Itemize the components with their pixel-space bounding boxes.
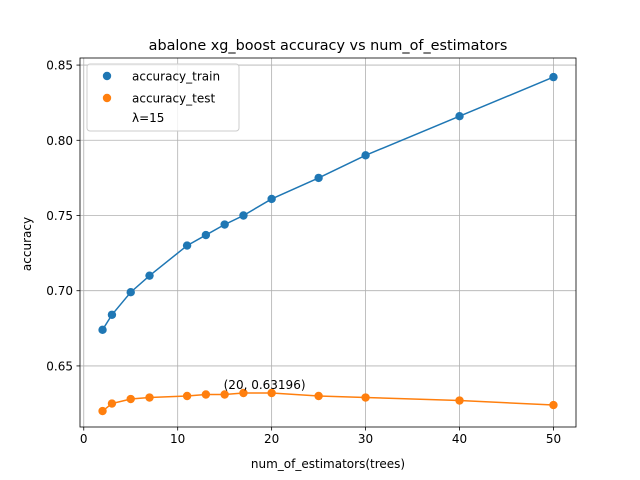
data-point-0 bbox=[98, 325, 107, 335]
data-point-0 bbox=[549, 72, 558, 82]
data-point-1 bbox=[201, 390, 211, 399]
x-tick-label: 20 bbox=[264, 432, 279, 446]
plot-area: (20, 0.63196) 0 10 20 30 40 50 0.65 0.70 0.75 0.80… bbox=[46, 57, 577, 446]
data-point-0 bbox=[201, 230, 211, 240]
data-point-1 bbox=[182, 391, 192, 401]
x-tick-label: 0 bbox=[80, 432, 88, 446]
x-axis-label: num_of_estimators(trees) bbox=[251, 457, 405, 471]
legend-box bbox=[86, 63, 240, 132]
data-point-1 bbox=[107, 399, 117, 408]
data-point-0 bbox=[267, 194, 276, 204]
legend-label-0: accuracy_train bbox=[132, 70, 220, 84]
data-point-1 bbox=[239, 388, 248, 398]
x-tick-label: 50 bbox=[546, 432, 561, 446]
data-point-1 bbox=[126, 394, 135, 404]
x-tick-label: 30 bbox=[358, 432, 373, 446]
legend-marker-1 bbox=[102, 93, 112, 103]
data-point-1 bbox=[98, 406, 107, 416]
chart-title: abalone xg_boost accuracy vs num_of_esti… bbox=[149, 38, 508, 54]
data-point-0 bbox=[455, 112, 464, 121]
data-point-0 bbox=[145, 271, 154, 280]
x-tick-label: 10 bbox=[170, 432, 185, 446]
data-point-0 bbox=[314, 173, 323, 183]
y-tick-label: 0.70 bbox=[46, 284, 73, 298]
data-point-1 bbox=[220, 390, 229, 399]
y-tick-label: 0.80 bbox=[46, 134, 73, 148]
data-point-0 bbox=[126, 288, 135, 297]
data-point-0 bbox=[220, 220, 229, 229]
data-point-1 bbox=[455, 396, 464, 405]
y-tick-label: 0.75 bbox=[46, 209, 73, 223]
data-point-0 bbox=[107, 310, 117, 319]
data-point-0 bbox=[182, 241, 192, 250]
data-point-0 bbox=[361, 151, 370, 160]
legend-note: λ=15 bbox=[132, 111, 164, 125]
data-point-1 bbox=[361, 393, 370, 402]
y-axis-label: accuracy bbox=[20, 217, 34, 271]
y-tick-label: 0.85 bbox=[46, 59, 73, 73]
axes-frame bbox=[79, 57, 577, 428]
data-point-1 bbox=[145, 393, 154, 402]
data-point-1 bbox=[549, 400, 558, 410]
x-tick-label: 40 bbox=[452, 432, 467, 446]
y-tick-label: 0.65 bbox=[46, 359, 73, 373]
data-point-1 bbox=[314, 391, 323, 401]
point-annotation: (20, 0.63196) bbox=[224, 378, 306, 392]
legend-marker-0 bbox=[102, 71, 112, 81]
legend: accuracy_train accuracy_test λ=15 bbox=[86, 63, 240, 132]
data-point-1 bbox=[267, 388, 276, 398]
legend-label-1: accuracy_test bbox=[132, 92, 215, 106]
data-point-0 bbox=[239, 211, 248, 220]
